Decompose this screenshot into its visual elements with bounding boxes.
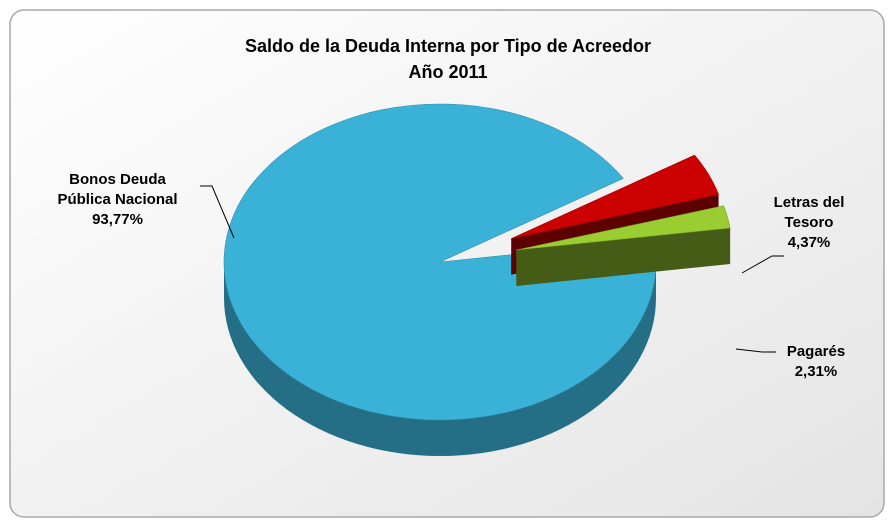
category-label: Bonos Deuda Pública Nacional bbox=[57, 171, 178, 208]
leader-line bbox=[735, 348, 776, 353]
pie bbox=[223, 103, 731, 456]
slice-side bbox=[224, 262, 656, 456]
chart-title: Saldo de la Deuda Interna por Tipo de Ac… bbox=[245, 36, 651, 56]
category-label: Letras del Tesoro bbox=[773, 194, 845, 231]
slice-label: Letras del Tesoro 4,37% bbox=[763, 193, 855, 253]
slice bbox=[516, 205, 731, 251]
value-label: 2,31% bbox=[794, 363, 838, 380]
value-label: 93,77% bbox=[92, 211, 143, 228]
slice-label: Pagarés 2,31% bbox=[770, 342, 862, 382]
slice-label: Bonos Deuda Pública Nacional 93,77% bbox=[55, 170, 180, 230]
category-label: Pagarés bbox=[786, 343, 846, 360]
slice bbox=[223, 103, 657, 421]
slice bbox=[511, 154, 719, 239]
value-label: 4,37% bbox=[787, 234, 831, 251]
leader-line bbox=[741, 255, 784, 274]
leader-line bbox=[200, 185, 235, 239]
chart-subtitle: Año 2011 bbox=[408, 62, 487, 82]
slice-end bbox=[516, 228, 731, 286]
